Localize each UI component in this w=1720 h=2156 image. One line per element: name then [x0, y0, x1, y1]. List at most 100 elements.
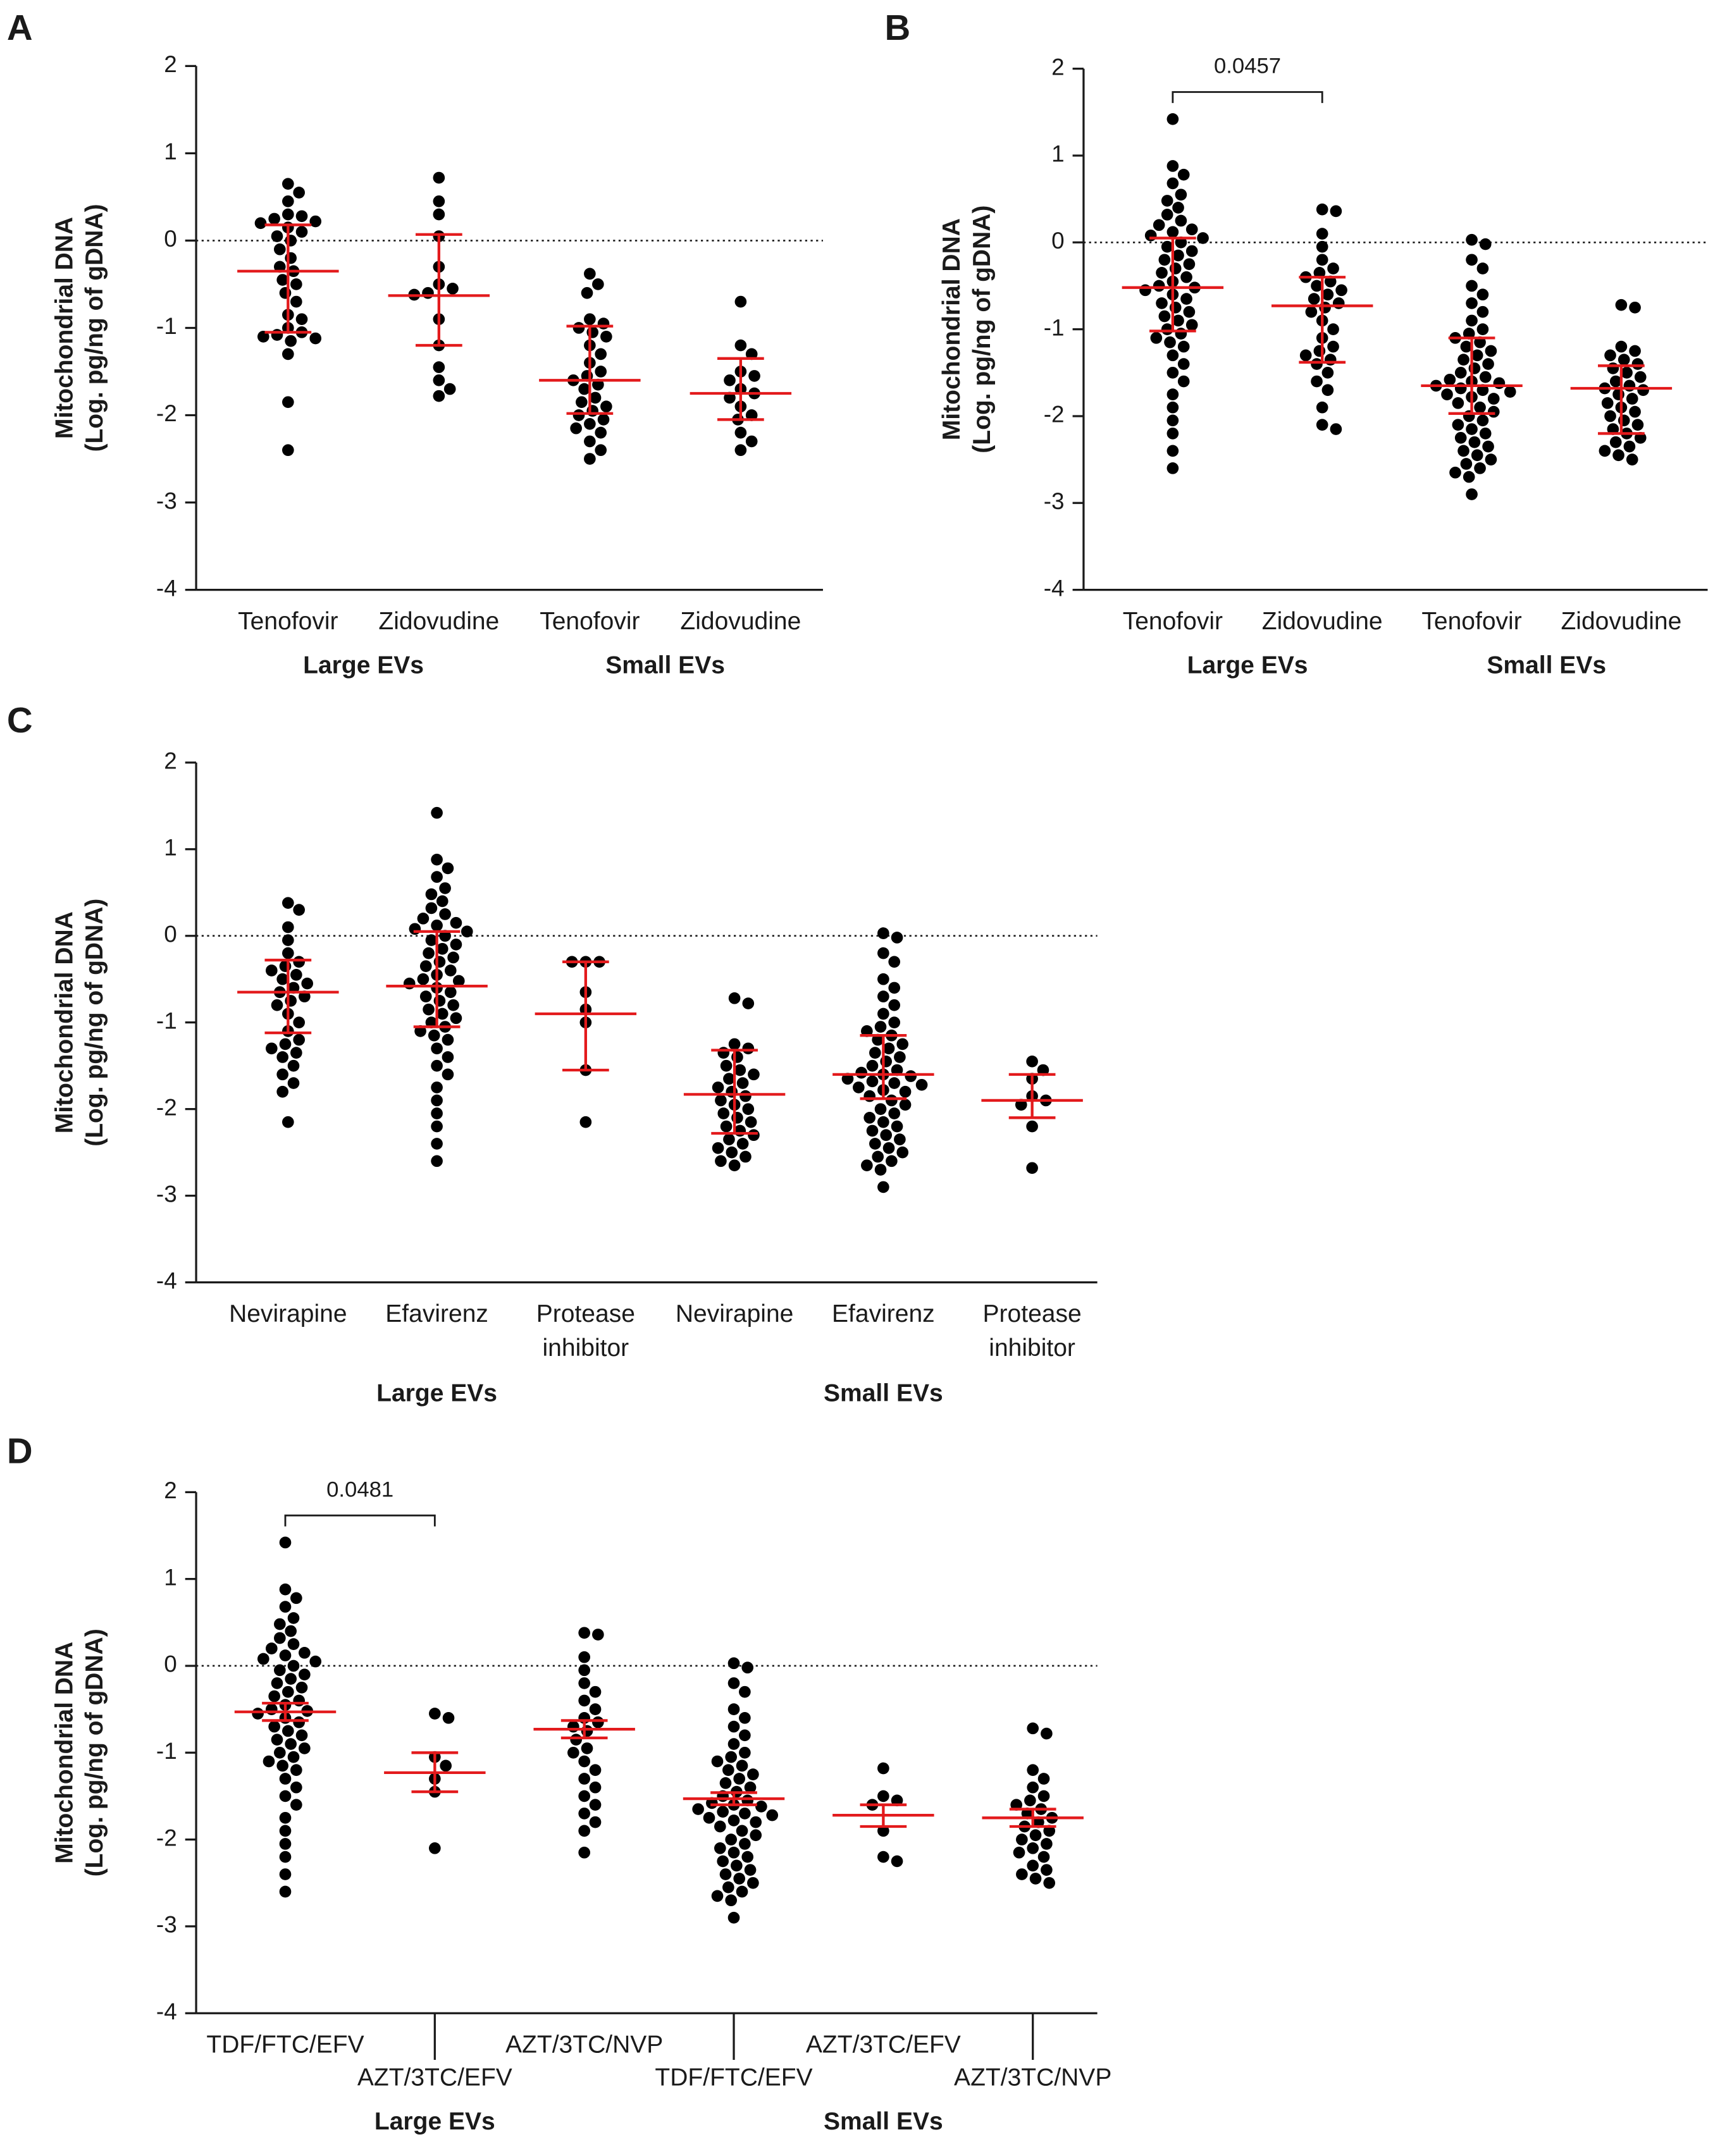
data-dot	[891, 1794, 903, 1807]
data-dot	[287, 982, 300, 994]
data-dot	[419, 990, 432, 1002]
data-dot	[727, 1738, 740, 1750]
data-dot	[279, 1868, 292, 1880]
group-label: Large EVs	[374, 2108, 495, 2135]
data-dot	[733, 1873, 746, 1885]
data-dot	[703, 1811, 715, 1824]
data-dot	[734, 295, 747, 308]
data-dot	[578, 1677, 591, 1689]
x-tick-label: inhibitor	[989, 1334, 1075, 1362]
data-dot	[877, 1825, 889, 1837]
data-dot	[1607, 423, 1619, 435]
data-dot	[287, 1638, 300, 1650]
group-label: Small EVs	[824, 2108, 943, 2135]
x-tick-label: Efavirenz	[385, 1300, 488, 1327]
data-dot	[431, 1138, 443, 1150]
data-dot	[419, 960, 432, 972]
data-dot	[877, 1762, 889, 1775]
data-dot	[745, 435, 758, 448]
data-dot	[1161, 195, 1173, 207]
y-tick-label: -1	[1044, 314, 1065, 340]
data-dot	[1618, 354, 1630, 366]
data-dot	[750, 1816, 762, 1828]
y-axis-label: Mitochondrial DNA	[51, 217, 78, 439]
data-dot	[442, 1051, 454, 1063]
data-dot	[586, 326, 599, 338]
data-dot	[1021, 1808, 1034, 1820]
y-tick-label: -1	[156, 1738, 177, 1764]
data-dot	[1015, 1099, 1027, 1111]
data-dot	[570, 1734, 582, 1746]
data-dot	[1609, 375, 1622, 388]
data-dot	[287, 1612, 300, 1624]
data-dot	[461, 925, 473, 938]
data-dot	[417, 913, 430, 925]
data-dot	[1457, 445, 1469, 457]
data-dot	[1166, 445, 1179, 457]
data-dot	[1027, 1781, 1039, 1794]
data-dot	[589, 1816, 602, 1828]
data-dot	[268, 213, 280, 225]
data-dot	[263, 1755, 275, 1768]
data-dot	[442, 1068, 454, 1081]
data-dot	[888, 982, 901, 994]
data-dot	[1177, 375, 1190, 388]
data-dot	[725, 1894, 738, 1907]
significance-bracket	[1172, 91, 1323, 103]
data-dot	[745, 348, 758, 360]
data-dot	[301, 977, 314, 990]
data-dot	[1169, 262, 1182, 274]
data-dot	[428, 1029, 440, 1042]
data-dot	[431, 1059, 443, 1072]
x-tick-label: inhibitor	[543, 1334, 629, 1362]
data-dot	[725, 1751, 738, 1763]
data-dot	[1166, 401, 1179, 414]
data-dot	[1612, 449, 1624, 462]
data-dot	[276, 1051, 288, 1063]
data-dot	[1183, 258, 1196, 270]
data-dot	[766, 1809, 779, 1821]
data-dot	[1471, 449, 1483, 462]
data-dot	[290, 969, 302, 981]
data-dot	[1631, 358, 1644, 370]
data-dot	[1311, 375, 1323, 388]
data-dot	[279, 1649, 292, 1661]
data-dot	[429, 1842, 441, 1854]
data-dot	[1166, 462, 1179, 474]
data-dot	[863, 1112, 876, 1124]
data-dot	[1466, 297, 1478, 309]
data-dot	[1175, 214, 1187, 227]
data-dot	[877, 1851, 889, 1863]
data-dot	[295, 313, 308, 325]
data-dot	[727, 1846, 740, 1859]
data-dot	[290, 1047, 302, 1059]
data-dot	[750, 1829, 762, 1842]
data-dot	[1454, 366, 1467, 379]
data-dot	[1041, 1864, 1053, 1876]
data-dot	[597, 317, 610, 330]
data-dot	[1332, 297, 1345, 309]
data-dot	[433, 956, 446, 968]
x-tick-label: TDF/FTC/EFV	[655, 2064, 812, 2091]
data-dot	[841, 1073, 854, 1085]
data-dot	[431, 919, 443, 932]
data-dot	[723, 1073, 735, 1085]
data-dot	[1449, 466, 1461, 479]
data-dot	[1479, 428, 1492, 440]
data-dot	[720, 1059, 733, 1072]
y-tick-label: -4	[156, 575, 177, 601]
data-dot	[1479, 238, 1492, 250]
y-tick-label: -3	[1044, 488, 1065, 514]
data-dot	[1029, 1873, 1042, 1885]
data-dot	[1166, 388, 1179, 400]
data-dot	[727, 1677, 740, 1689]
data-dot	[595, 366, 607, 378]
significance-bracket	[284, 1514, 436, 1527]
data-dot	[715, 1155, 727, 1167]
data-dot	[578, 383, 591, 395]
data-dot	[1180, 271, 1192, 283]
data-dot	[880, 1055, 893, 1068]
data-dot	[1316, 401, 1328, 414]
data-dot	[417, 973, 430, 985]
data-dot	[731, 1051, 743, 1063]
